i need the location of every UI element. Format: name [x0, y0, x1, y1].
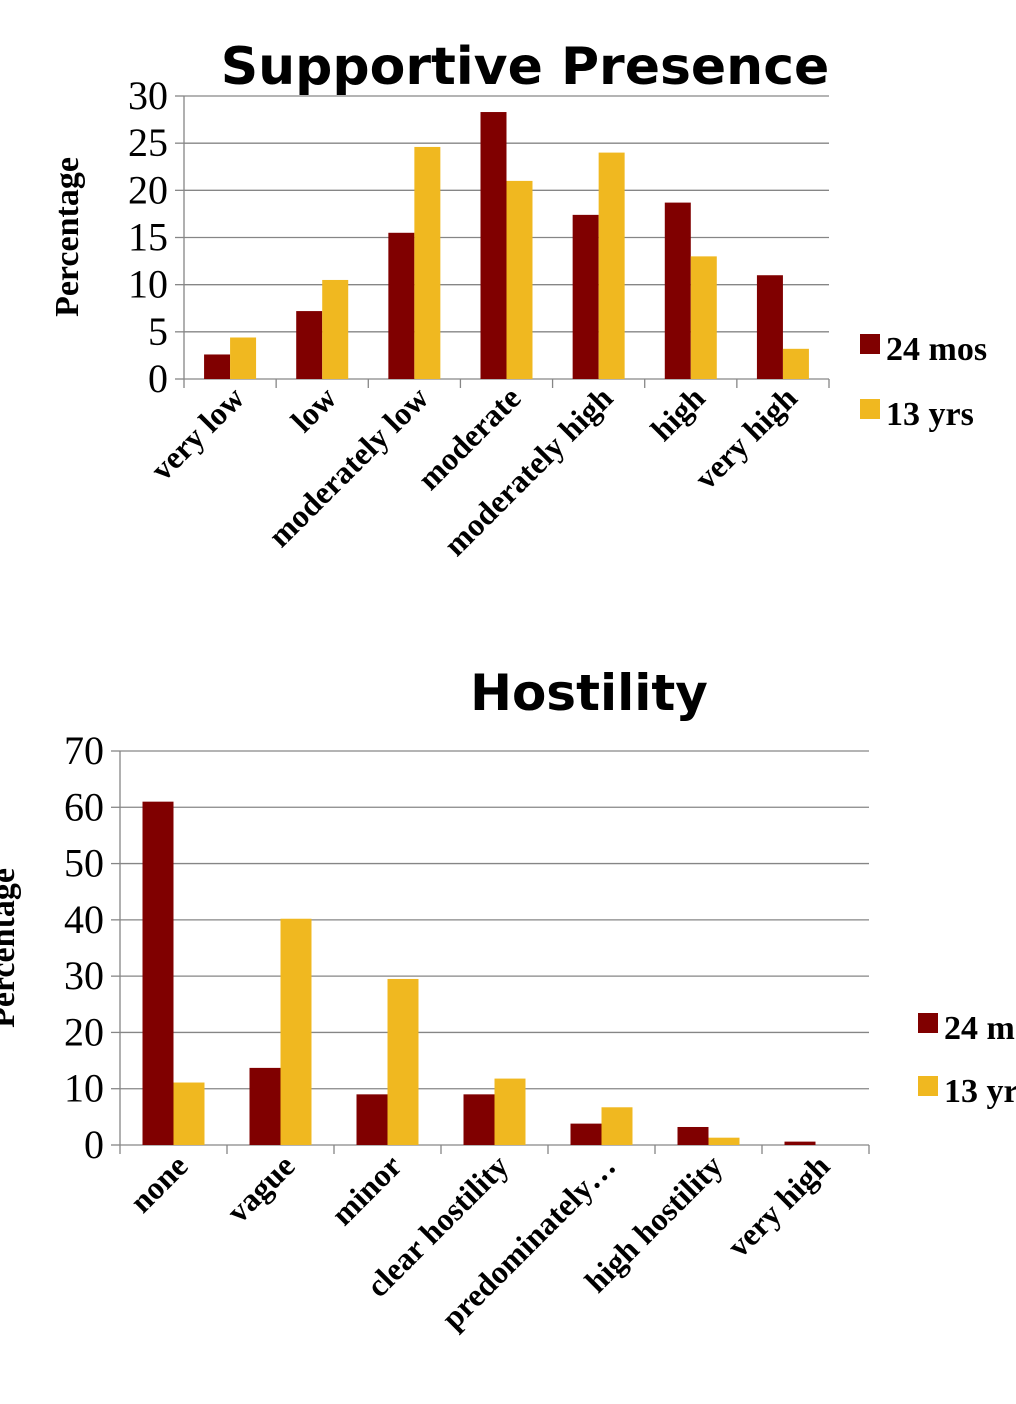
y-tick-label: 60 — [64, 784, 104, 829]
y-tick-label: 20 — [128, 167, 168, 212]
legend-swatch — [918, 1013, 938, 1033]
x-tick-label: very high — [720, 1147, 837, 1264]
chart-title: Hostility — [470, 664, 708, 722]
bar-13-yrs-0 — [173, 1082, 205, 1145]
bar-24-mos-2 — [388, 232, 415, 379]
legend-swatch — [918, 1076, 938, 1096]
y-tick-label: 10 — [64, 1066, 104, 1111]
bar-24-mos-2 — [356, 1094, 388, 1145]
legend-label: 13 yrs — [886, 396, 974, 433]
legend-label: 24 mos — [886, 331, 987, 368]
bar-13-yrs-1 — [280, 918, 312, 1145]
y-tick-label: 5 — [148, 309, 168, 354]
chart-0: Supportive Presence Percentage 05101520253… — [49, 37, 987, 563]
x-tick-label: moderately low — [261, 379, 435, 553]
chart-title: Supportive Presence — [221, 37, 830, 97]
x-tick-label: high — [644, 379, 712, 447]
y-axis-label: Percentage — [49, 157, 86, 317]
bar-24-mos-0 — [204, 354, 231, 379]
bar-13-yrs-5 — [690, 256, 717, 379]
y-axis-label: Percentage — [0, 868, 22, 1028]
bar-24-mos-3 — [463, 1094, 495, 1145]
bar-24-mos-5 — [664, 202, 691, 379]
x-tick-label: minor — [324, 1147, 409, 1232]
bar-13-yrs-4 — [598, 152, 625, 379]
bar-13-yrs-0 — [230, 337, 257, 379]
y-tick-label: 30 — [64, 953, 104, 998]
bar-13-yrs-2 — [387, 978, 419, 1145]
legend-label: 13 yrs — [944, 1073, 1016, 1110]
y-tick-label: 50 — [64, 841, 104, 886]
bar-24-mos-4 — [572, 214, 599, 379]
bar-13-yrs-6 — [782, 348, 809, 379]
y-tick-label: 25 — [128, 120, 168, 165]
x-tick-label: moderately high — [436, 379, 619, 562]
legend-label: 24 mos — [944, 1010, 1016, 1047]
bar-24-mos-4 — [570, 1123, 602, 1145]
bar-24-mos-6 — [756, 275, 783, 379]
legend-swatch — [860, 334, 880, 354]
bar-13-yrs-2 — [414, 146, 441, 379]
bar-13-yrs-4 — [601, 1107, 633, 1145]
y-tick-label: 20 — [64, 1009, 104, 1054]
y-tick-label: 0 — [148, 356, 168, 401]
bar-13-yrs-1 — [322, 279, 349, 379]
x-tick-label: none — [122, 1147, 194, 1219]
bar-24-mos-0 — [142, 801, 174, 1145]
x-tick-label: vague — [219, 1147, 301, 1229]
x-tick-label: very high — [687, 379, 804, 496]
bar-24-mos-5 — [677, 1126, 709, 1145]
legend-swatch — [860, 399, 880, 419]
bar-13-yrs-3 — [506, 180, 533, 379]
bar-24-mos-1 — [249, 1067, 281, 1145]
y-tick-label: 0 — [84, 1122, 104, 1167]
bar-24-mos-1 — [296, 311, 323, 379]
x-tick-label: low — [284, 379, 343, 438]
bar-24-mos-6 — [784, 1141, 816, 1145]
y-tick-label: 70 — [64, 728, 104, 773]
y-tick-label: 40 — [64, 897, 104, 942]
y-tick-label: 10 — [128, 262, 168, 307]
bar-24-mos-3 — [480, 112, 507, 379]
y-tick-label: 15 — [128, 215, 168, 260]
bar-13-yrs-5 — [708, 1137, 740, 1145]
chart-1: Hostility Percentage 0 10 20 30 40 50 60 70 none va… — [0, 664, 1016, 1336]
y-tick-label: 30 — [128, 73, 168, 118]
bar-13-yrs-3 — [494, 1078, 526, 1145]
